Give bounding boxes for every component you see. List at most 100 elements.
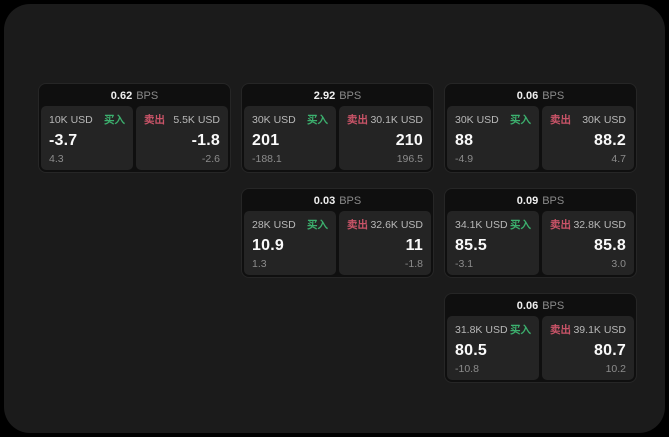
sell-amount: 5.5K USD — [173, 114, 220, 126]
buy-badge: 买入 — [510, 324, 531, 336]
sell-value: -1.8 — [191, 131, 220, 149]
bps-unit-label: BPS — [339, 90, 362, 102]
buy-sub-value: -4.9 — [455, 153, 474, 165]
sell-amount: 30.1K USD — [370, 114, 423, 126]
buy-badge: 买入 — [307, 114, 328, 126]
buy-pane[interactable]: 31.8K USD 买入 80.5 -10.8 — [447, 316, 539, 380]
quote-card: 0.62 BPS 10K USD 买入 -3.7 4.3 卖出 5.5K USD… — [38, 83, 231, 173]
card-header: 0.03 BPS — [244, 191, 431, 211]
sell-sub-value: 3.0 — [611, 258, 626, 270]
buy-pane[interactable]: 30K USD 买入 201 -188.1 — [244, 106, 336, 170]
sell-pane[interactable]: 卖出 30K USD 88.2 4.7 — [542, 106, 634, 170]
quote-card: 0.06 BPS 30K USD 买入 88 -4.9 卖出 30K USD 8… — [444, 83, 637, 173]
buy-amount: 30K USD — [455, 114, 499, 126]
card-body: 34.1K USD 买入 85.5 -3.1 卖出 32.8K USD 85.8… — [447, 211, 634, 275]
main-panel: 0.62 BPS 10K USD 买入 -3.7 4.3 卖出 5.5K USD… — [4, 4, 665, 433]
bps-value: 0.06 — [516, 90, 539, 102]
card-header: 2.92 BPS — [244, 86, 431, 106]
card-header: 0.06 BPS — [447, 86, 634, 106]
bps-value: 0.03 — [313, 195, 336, 207]
sell-pane-header: 卖出 32.6K USD — [347, 217, 423, 232]
buy-amount: 34.1K USD — [455, 219, 508, 231]
sell-sub-value: 196.5 — [396, 153, 423, 165]
buy-sub-value: -3.1 — [455, 258, 474, 270]
buy-amount: 28K USD — [252, 219, 296, 231]
buy-badge: 买入 — [510, 219, 531, 231]
sell-badge: 卖出 — [550, 114, 571, 126]
card-header: 0.62 BPS — [41, 86, 228, 106]
quote-card: 0.03 BPS 28K USD 买入 10.9 1.3 卖出 32.6K US… — [241, 188, 434, 278]
buy-pane-header: 28K USD 买入 — [252, 217, 328, 232]
card-body: 31.8K USD 买入 80.5 -10.8 卖出 39.1K USD 80.… — [447, 316, 634, 380]
bps-unit-label: BPS — [542, 90, 565, 102]
sell-badge: 卖出 — [550, 219, 571, 231]
sell-sub-value: -2.6 — [201, 153, 220, 165]
bps-value: 0.62 — [110, 90, 133, 102]
sell-amount: 32.8K USD — [573, 219, 626, 231]
buy-pane-header: 34.1K USD 买入 — [455, 217, 531, 232]
card-body: 30K USD 买入 88 -4.9 卖出 30K USD 88.2 4.7 — [447, 106, 634, 170]
buy-sub-value: 4.3 — [49, 153, 64, 165]
buy-value: -3.7 — [49, 131, 78, 149]
card-header: 0.09 BPS — [447, 191, 634, 211]
buy-value: 85.5 — [455, 236, 487, 254]
buy-pane[interactable]: 28K USD 买入 10.9 1.3 — [244, 211, 336, 275]
sell-badge: 卖出 — [550, 324, 571, 336]
buy-badge: 买入 — [510, 114, 531, 126]
sell-pane[interactable]: 卖出 39.1K USD 80.7 10.2 — [542, 316, 634, 380]
buy-pane[interactable]: 10K USD 买入 -3.7 4.3 — [41, 106, 133, 170]
sell-amount: 39.1K USD — [573, 324, 626, 336]
buy-pane-header: 31.8K USD 买入 — [455, 322, 531, 337]
card-body: 30K USD 买入 201 -188.1 卖出 30.1K USD 210 1… — [244, 106, 431, 170]
sell-amount: 32.6K USD — [370, 219, 423, 231]
sell-value: 85.8 — [594, 236, 626, 254]
sell-badge: 卖出 — [144, 114, 165, 126]
buy-amount: 31.8K USD — [455, 324, 508, 336]
sell-pane[interactable]: 卖出 5.5K USD -1.8 -2.6 — [136, 106, 228, 170]
sell-sub-value: -1.8 — [404, 258, 423, 270]
sell-pane-header: 卖出 32.8K USD — [550, 217, 626, 232]
bps-unit-label: BPS — [136, 90, 159, 102]
buy-value: 88 — [455, 131, 474, 149]
buy-sub-value: -10.8 — [455, 363, 479, 375]
bps-unit-label: BPS — [542, 300, 565, 312]
bps-value: 2.92 — [313, 90, 336, 102]
sell-value: 88.2 — [594, 131, 626, 149]
sell-pane[interactable]: 卖出 32.6K USD 11 -1.8 — [339, 211, 431, 275]
buy-sub-value: 1.3 — [252, 258, 267, 270]
buy-sub-value: -188.1 — [252, 153, 282, 165]
quote-card: 0.09 BPS 34.1K USD 买入 85.5 -3.1 卖出 32.8K… — [444, 188, 637, 278]
sell-pane-header: 卖出 5.5K USD — [144, 112, 220, 127]
buy-pane[interactable]: 34.1K USD 买入 85.5 -3.1 — [447, 211, 539, 275]
buy-value: 80.5 — [455, 341, 487, 359]
buy-badge: 买入 — [104, 114, 125, 126]
sell-value: 80.7 — [594, 341, 626, 359]
buy-pane[interactable]: 30K USD 买入 88 -4.9 — [447, 106, 539, 170]
sell-sub-value: 4.7 — [611, 153, 626, 165]
card-body: 10K USD 买入 -3.7 4.3 卖出 5.5K USD -1.8 -2.… — [41, 106, 228, 170]
buy-value: 10.9 — [252, 236, 284, 254]
buy-amount: 10K USD — [49, 114, 93, 126]
buy-pane-header: 10K USD 买入 — [49, 112, 125, 127]
bps-value: 0.09 — [516, 195, 539, 207]
cards-grid: 0.62 BPS 10K USD 买入 -3.7 4.3 卖出 5.5K USD… — [38, 83, 637, 383]
sell-amount: 30K USD — [582, 114, 626, 126]
sell-pane-header: 卖出 39.1K USD — [550, 322, 626, 337]
sell-badge: 卖出 — [347, 114, 368, 126]
sell-pane[interactable]: 卖出 30.1K USD 210 196.5 — [339, 106, 431, 170]
buy-badge: 买入 — [307, 219, 328, 231]
buy-pane-header: 30K USD 买入 — [455, 112, 531, 127]
card-header: 0.06 BPS — [447, 296, 634, 316]
bps-unit-label: BPS — [542, 195, 565, 207]
sell-badge: 卖出 — [347, 219, 368, 231]
card-body: 28K USD 买入 10.9 1.3 卖出 32.6K USD 11 -1.8 — [244, 211, 431, 275]
sell-pane[interactable]: 卖出 32.8K USD 85.8 3.0 — [542, 211, 634, 275]
sell-value: 11 — [405, 236, 423, 254]
bps-value: 0.06 — [516, 300, 539, 312]
sell-pane-header: 卖出 30.1K USD — [347, 112, 423, 127]
bps-unit-label: BPS — [339, 195, 362, 207]
buy-pane-header: 30K USD 买入 — [252, 112, 328, 127]
buy-value: 201 — [252, 131, 280, 149]
sell-sub-value: 10.2 — [605, 363, 626, 375]
